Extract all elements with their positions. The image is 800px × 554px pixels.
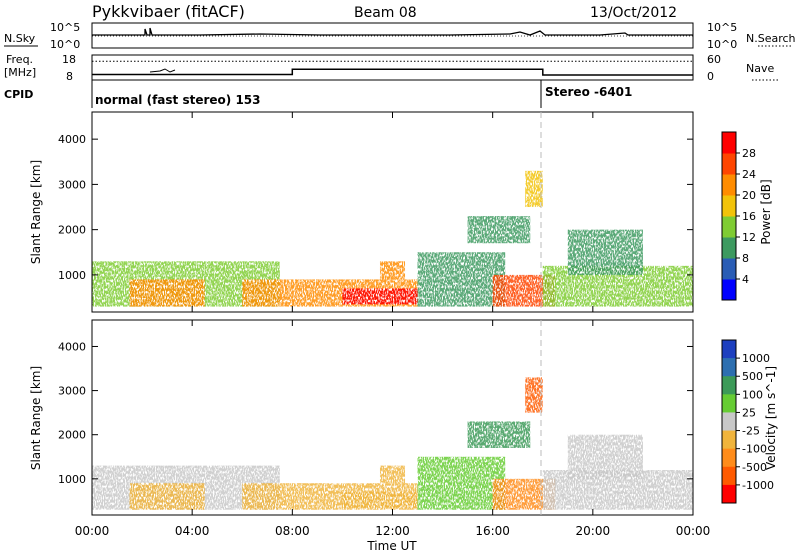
y-tick-label: 4000 <box>58 340 86 353</box>
colorbar-tick-label: 1000 <box>742 352 770 365</box>
nave-right-tick-top: 60 <box>707 53 721 66</box>
colorbar-swatch <box>722 340 736 359</box>
power-y-ticks: 1000 2000 3000 4000 <box>58 133 693 282</box>
colorbar-swatch <box>722 484 736 504</box>
colorbar-swatch <box>722 195 736 217</box>
colorbar-tick-label: 500 <box>742 370 763 383</box>
freq-left-tick-top: 18 <box>62 53 76 66</box>
colorbar-tick-label: 12 <box>742 231 756 244</box>
x-tick-label: 12:00 <box>375 524 410 538</box>
velocity-data-layer <box>92 320 693 515</box>
speckle-overlay <box>92 320 693 515</box>
y-tick-label: 2000 <box>58 224 86 237</box>
y-tick-label: 2000 <box>58 429 86 442</box>
freq-left-tick-bottom: 8 <box>66 70 73 83</box>
power-data-layer <box>92 112 693 312</box>
x-tick-label: 00:00 <box>75 524 110 538</box>
x-tick-label: 08:00 <box>275 524 310 538</box>
y-tick-label: 1000 <box>58 269 86 282</box>
x-tick-label: 04:00 <box>175 524 210 538</box>
velocity-panel: 1000 2000 3000 4000 Slant Range [km] 1000 50… <box>29 319 778 516</box>
station-title: Pykkvibaer (fitACF) <box>92 2 245 21</box>
time-axis: 00:00 04:00 08:00 12:00 16:00 20:00 00:00 <box>75 112 711 538</box>
noise-right-tick-top: 10^5 <box>707 21 737 34</box>
colorbar-swatch <box>722 448 736 468</box>
colorbar-swatch <box>722 258 736 280</box>
freq-left-label-1: Freq. <box>6 53 33 66</box>
power-colorbar: 4 8 12 16 20 24 28 <box>721 131 756 301</box>
colorbar-tick-label: -100 <box>742 443 767 456</box>
colorbar-tick-label: 4 <box>742 273 749 286</box>
velocity-colorbar-label: Velocity [m s^-1] <box>764 366 778 470</box>
nave-right-label: Nave <box>746 62 774 75</box>
velocity-colorbar: 1000 500 100 25 -25 -100 -500 -1000 <box>721 339 774 504</box>
colorbar-swatch <box>722 376 736 395</box>
colorbar-swatch <box>722 358 736 377</box>
noise-left-tick-top: 10^5 <box>50 21 80 34</box>
nave-right-tick-bottom: 0 <box>707 70 714 83</box>
colorbar-tick-label: 100 <box>742 388 763 401</box>
colorbar-tick-label: -25 <box>742 425 760 438</box>
y-tick-label: 4000 <box>58 133 86 146</box>
colorbar-swatch <box>722 394 736 413</box>
colorbar-swatch <box>722 174 736 196</box>
x-axis-label: Time UT <box>366 539 417 553</box>
colorbar-frame <box>721 339 737 504</box>
x-tick-label: 00:00 <box>676 524 711 538</box>
noise-right-label: N.Search <box>746 32 796 45</box>
freq-left-label-2: [MHz] <box>4 66 36 79</box>
colorbar-swatch <box>722 216 736 238</box>
noise-sky-trace <box>92 27 693 36</box>
power-colorbar-label: Power [dB] <box>759 179 773 244</box>
freq-wiggle <box>149 68 176 73</box>
colorbar-tick-label: 28 <box>742 147 756 160</box>
velocity-colorbar-label-text: Velocity [m s^-1] <box>764 366 778 470</box>
colorbar-swatch <box>722 466 736 486</box>
colorbar-tick-label: 24 <box>742 168 756 181</box>
colorbar-tick-label: 8 <box>742 252 749 265</box>
colorbar-tick-label: -500 <box>742 461 767 474</box>
noise-left-label: N.Sky <box>4 32 36 45</box>
colorbar-tick-label: 25 <box>742 406 756 419</box>
cpid-mode-1: normal (fast stereo) 153 <box>95 93 261 107</box>
colorbar-swatch <box>722 412 736 432</box>
speckle-overlay <box>92 112 693 312</box>
cpid-mode-2: Stereo -6401 <box>545 85 632 99</box>
power-panel: 1000 2000 3000 4000 Slant Range [km] 4 8 12 16… <box>29 111 773 313</box>
velocity-ylabel: Slant Range [km] <box>29 366 43 470</box>
noise-panel: N.Sky 10^5 10^0 N.Search 10^5 10^0 <box>4 21 796 51</box>
cpid-row: CPID normal (fast stereo) 153 Stereo -64… <box>4 80 632 108</box>
date-title: 13/Oct/2012 <box>590 5 677 21</box>
power-ylabel: Slant Range [km] <box>29 160 43 264</box>
x-tick-label: 16:00 <box>475 524 510 538</box>
colorbar-tick-label: 20 <box>742 189 756 202</box>
y-tick-label: 1000 <box>58 473 86 486</box>
cpid-label: CPID <box>4 88 33 101</box>
colorbar-tick-label: 16 <box>742 210 756 223</box>
y-tick-label: 3000 <box>58 178 86 191</box>
colorbar-swatch <box>722 132 736 154</box>
x-tick-label: 20:00 <box>576 524 611 538</box>
colorbar-swatch <box>722 279 736 301</box>
colorbar-tick-label: -1000 <box>742 479 774 492</box>
noise-left-tick-bottom: 10^0 <box>50 38 80 51</box>
colorbar-swatch <box>722 153 736 175</box>
colorbar-swatch <box>722 430 736 450</box>
beam-title: Beam 08 <box>354 5 417 21</box>
velocity-y-ticks: 1000 2000 3000 4000 <box>58 340 693 486</box>
colorbar-swatch <box>722 237 736 259</box>
freq-trace <box>92 68 693 76</box>
freq-panel: Freq. [MHz] 18 8 Nave 60 0 <box>4 53 778 83</box>
noise-right-tick-bottom: 10^0 <box>707 38 737 51</box>
y-tick-label: 3000 <box>58 385 86 398</box>
